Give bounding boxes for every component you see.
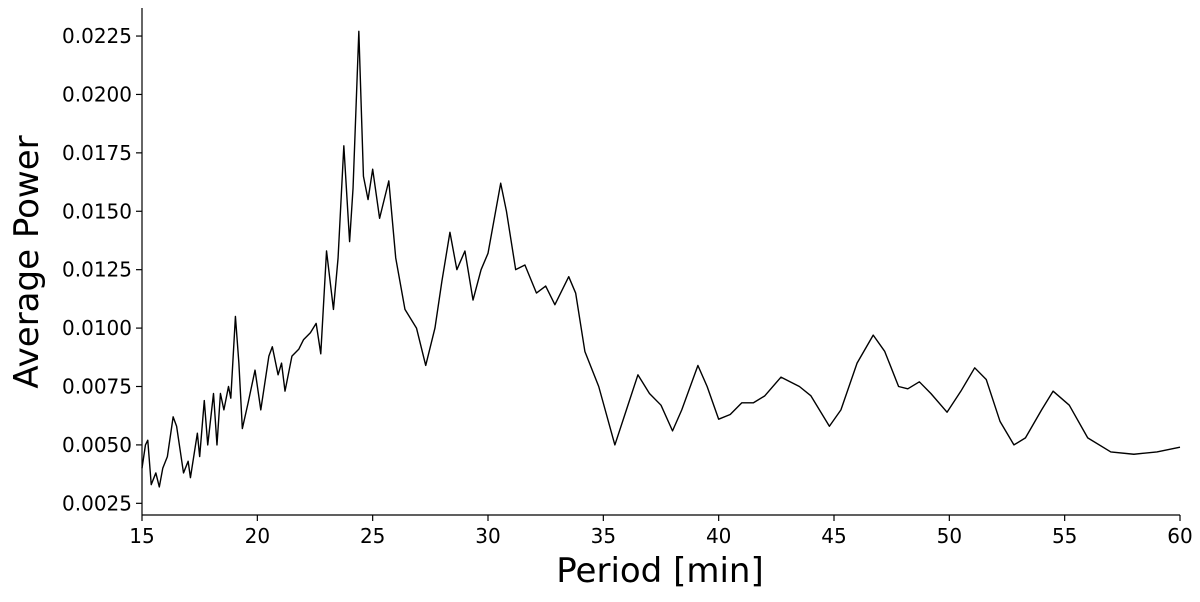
- y-tick-label: 0.0125: [62, 258, 132, 282]
- x-tick-label: 50: [937, 524, 962, 548]
- data-line: [141, 30, 1181, 488]
- x-tick-label: 15: [129, 524, 154, 548]
- x-tick-label: 25: [360, 524, 385, 548]
- y-axis-label: Average Power: [7, 135, 47, 388]
- x-axis-label: Period [min]: [556, 551, 763, 591]
- y-tick-label: 0.0225: [62, 24, 132, 48]
- x-tick-label: 55: [1052, 524, 1077, 548]
- x-tick-label: 30: [475, 524, 500, 548]
- y-tick-label: 0.0150: [62, 199, 132, 223]
- y-tick-label: 0.0100: [62, 316, 132, 340]
- y-tick-label: 0.0175: [62, 141, 132, 165]
- x-tick-label: 60: [1167, 524, 1192, 548]
- x-tick-label: 35: [591, 524, 616, 548]
- y-tick-label: 0.0025: [62, 491, 132, 515]
- y-tick-label: 0.0050: [62, 433, 132, 457]
- x-tick-label: 45: [821, 524, 846, 548]
- x-tick-label: 20: [245, 524, 270, 548]
- y-tick-label: 0.0200: [62, 82, 132, 106]
- x-tick-label: 40: [706, 524, 731, 548]
- y-tick-label: 0.0075: [62, 374, 132, 398]
